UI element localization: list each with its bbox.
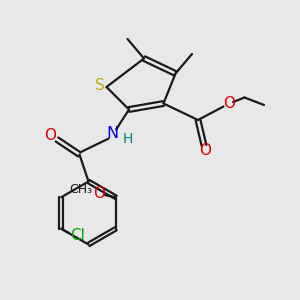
Text: CH₃: CH₃	[69, 183, 92, 196]
Text: Cl: Cl	[70, 229, 85, 244]
Text: N: N	[106, 126, 119, 141]
Text: O: O	[93, 186, 105, 201]
Text: S: S	[95, 78, 105, 93]
Text: O: O	[200, 143, 211, 158]
Text: O: O	[223, 96, 235, 111]
Text: H: H	[123, 132, 133, 145]
Text: O: O	[44, 128, 56, 142]
